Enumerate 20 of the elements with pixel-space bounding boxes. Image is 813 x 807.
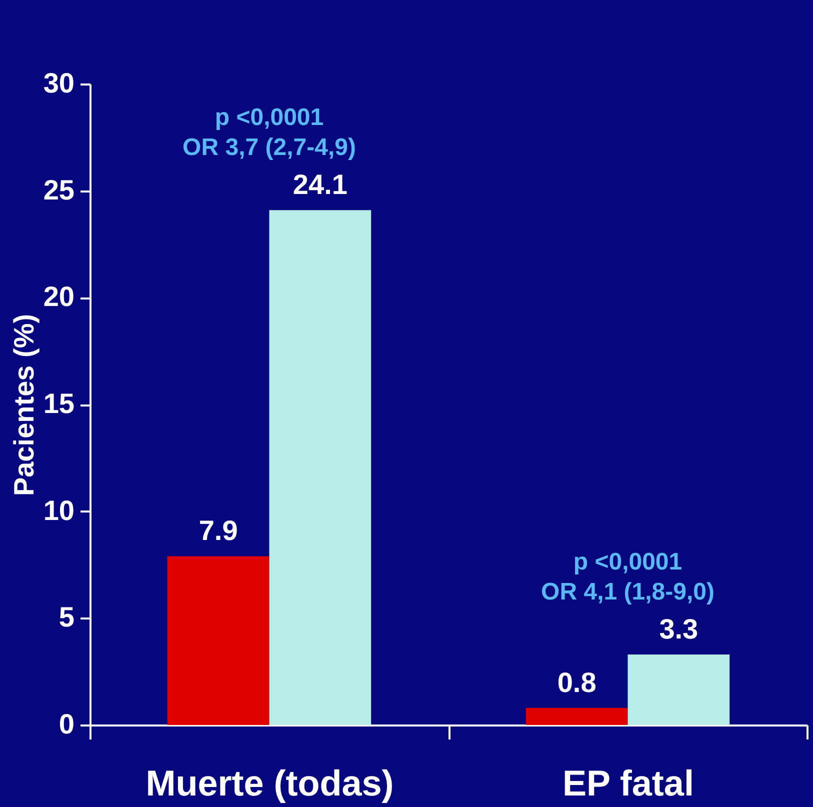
bar (526, 708, 628, 725)
annotation: p <0,0001 OR 4,1 (1,8-9,0) (541, 548, 714, 606)
data-label: 0.8 (557, 666, 596, 698)
bar (269, 210, 372, 725)
y-tick-label: 0 (58, 708, 74, 740)
y-tick-label: 20 (43, 281, 74, 312)
annotation: p <0,0001 OR 3,7 (2,7-4,9) (182, 104, 356, 162)
y-tick-label: 10 (43, 494, 74, 526)
x-tick-label: Muerte (todas) (146, 762, 394, 804)
data-label: 24.1 (292, 169, 348, 200)
y-axis-title: Pacientes (%) (8, 314, 40, 496)
y-tick-label: 15 (43, 388, 74, 419)
data-label: 7.9 (198, 515, 238, 546)
y-tick-label: 30 (43, 68, 74, 98)
data-label: 3.3 (659, 613, 698, 644)
y-tick-label: 5 (58, 602, 74, 633)
bar (167, 556, 270, 725)
bar (628, 654, 730, 725)
x-tick-label: EP fatal (562, 762, 694, 804)
y-tick-label: 25 (43, 174, 74, 206)
